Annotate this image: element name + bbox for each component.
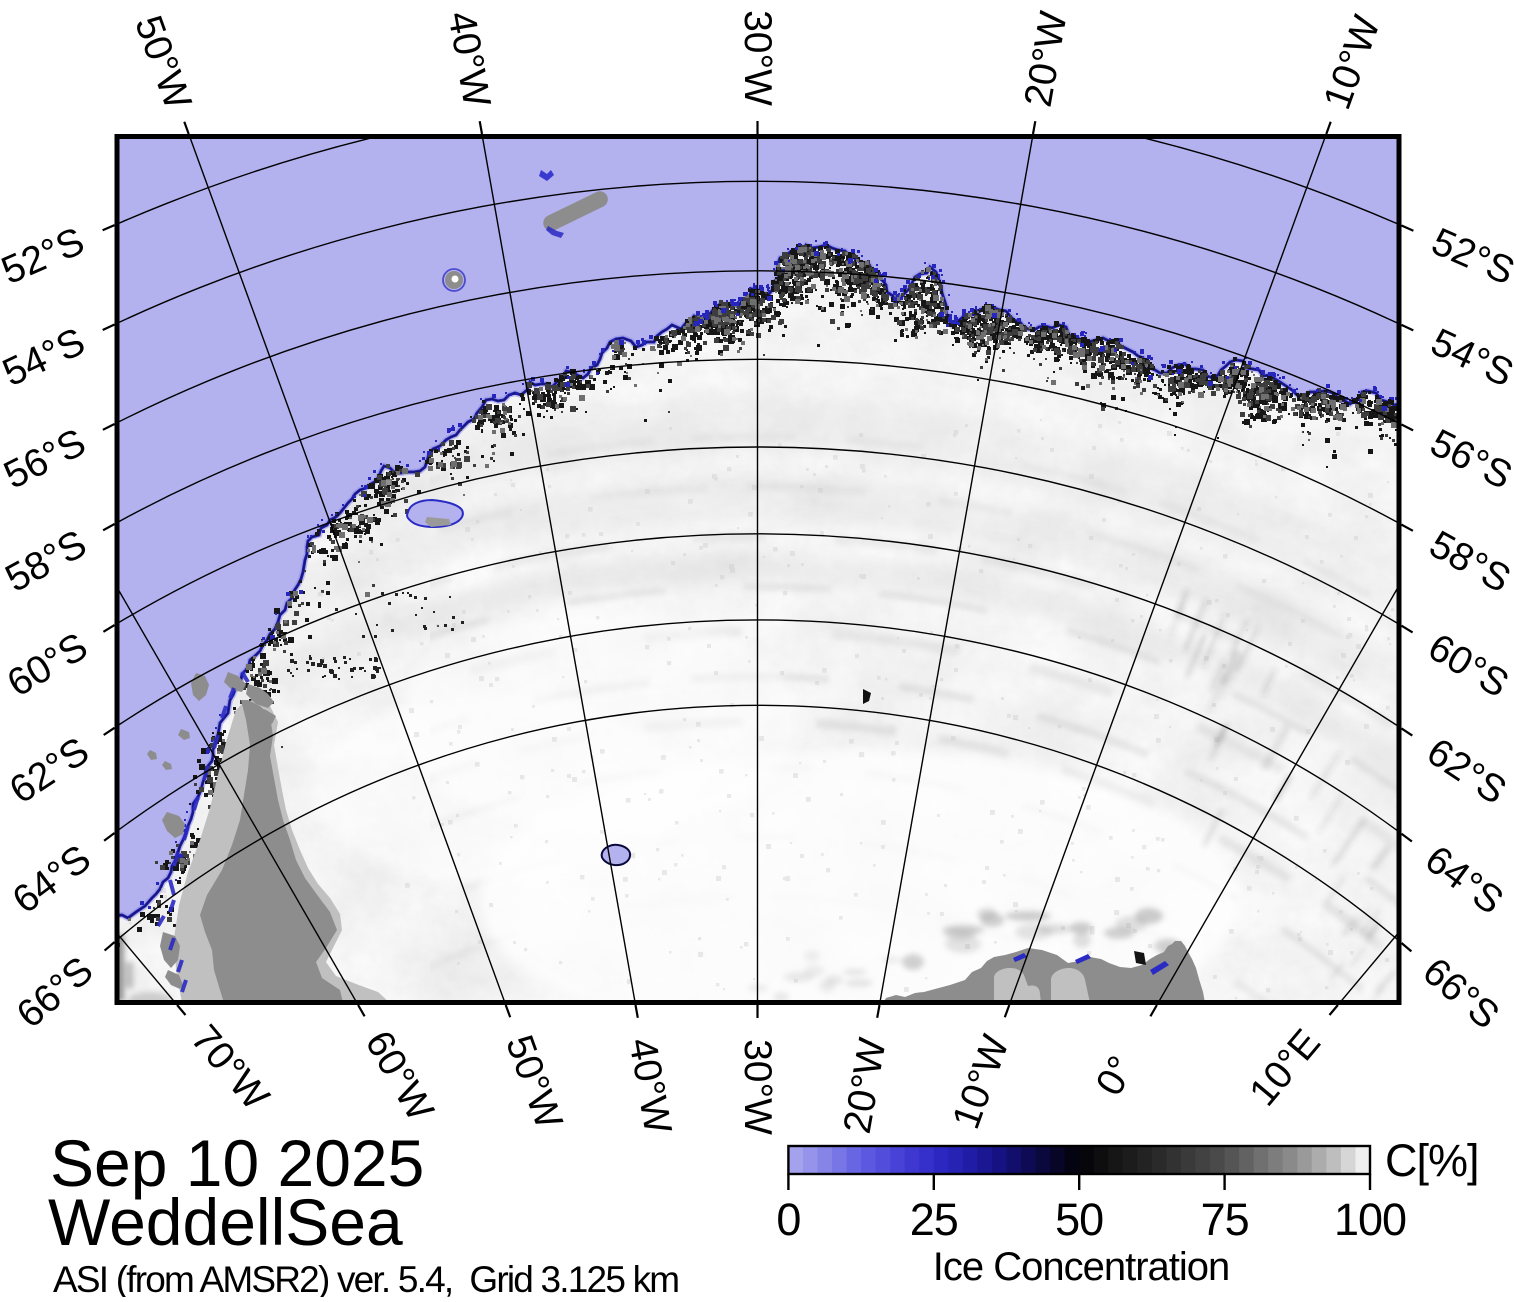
svg-text:30°W: 30°W bbox=[736, 1039, 779, 1135]
svg-text:75: 75 bbox=[1201, 1194, 1249, 1245]
svg-text:100: 100 bbox=[1334, 1194, 1406, 1245]
svg-text:30°W: 30°W bbox=[736, 10, 779, 106]
svg-text:Ice Concentration: Ice Concentration bbox=[933, 1245, 1230, 1289]
svg-text:0: 0 bbox=[776, 1194, 800, 1245]
svg-text:ASI (from AMSR2) ver. 5.4, Gr: ASI (from AMSR2) ver. 5.4, Grid 3.125 km bbox=[53, 1259, 678, 1297]
svg-text:C[%]: C[%] bbox=[1385, 1135, 1479, 1186]
svg-text:50: 50 bbox=[1055, 1194, 1103, 1245]
svg-text:WeddellSea: WeddellSea bbox=[48, 1185, 403, 1259]
svg-text:25: 25 bbox=[910, 1194, 958, 1245]
